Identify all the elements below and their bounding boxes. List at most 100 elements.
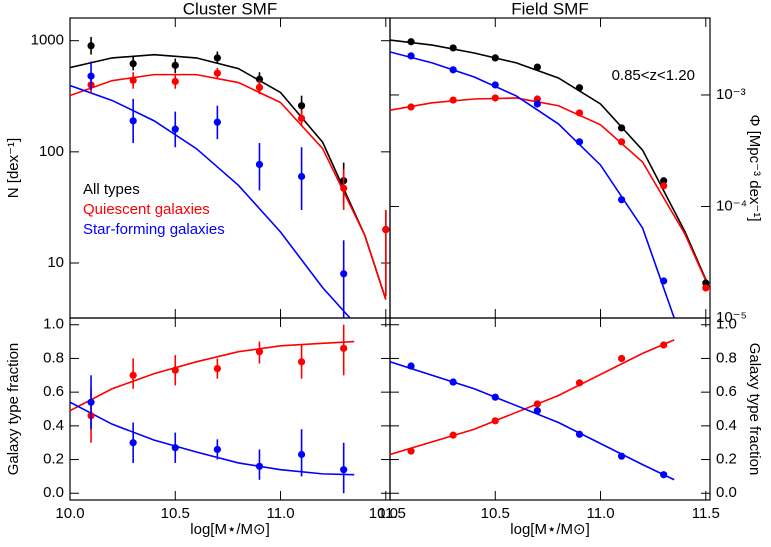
fit-curve [70, 73, 387, 300]
data-point [449, 66, 457, 74]
data-point [575, 84, 584, 92]
y-tick-label: 10⁻³ [716, 86, 746, 103]
data-point [617, 452, 626, 460]
plot-area [70, 324, 355, 494]
data-point [407, 447, 415, 455]
data-point [129, 439, 137, 447]
data-point [491, 393, 499, 401]
data-point [213, 54, 221, 62]
data-point [491, 54, 499, 62]
data-point [491, 81, 499, 89]
data-point [171, 444, 179, 452]
data-point [171, 125, 179, 133]
y-tick-label: 0.6 [716, 383, 737, 400]
data-point [213, 364, 221, 373]
y-tick-label: 0.4 [716, 417, 737, 434]
panel-title: Field SMF [511, 0, 588, 18]
annotation: 0.85<z<1.20 [612, 67, 695, 84]
data-point [660, 177, 668, 185]
data-point [491, 417, 499, 425]
data-point [575, 379, 584, 387]
y-tick-label: 0.4 [43, 417, 64, 434]
fit-curve [70, 53, 387, 300]
y-axis-label: Galaxy type fraction [5, 343, 22, 476]
x-tick-label: 11.0 [586, 505, 614, 522]
data-point [407, 362, 415, 370]
data-point [617, 124, 626, 132]
x-tick-label: 10.0 [369, 505, 398, 522]
data-point [382, 225, 390, 234]
data-point [407, 52, 415, 60]
panel-frame [389, 17, 711, 319]
data-point [533, 63, 541, 71]
y-tick-label: 0.2 [43, 451, 64, 468]
data-point [340, 344, 348, 352]
y-axis-label: N [dex⁻¹] [5, 138, 22, 198]
x-tick-label: 11.5 [692, 505, 720, 522]
panel-frame [389, 317, 711, 501]
x-tick-label: 10.5 [161, 505, 190, 522]
data-point [255, 75, 264, 83]
data-point [617, 138, 626, 146]
data-point [255, 83, 264, 91]
data-point [575, 138, 584, 146]
data-point [87, 398, 95, 406]
data-point [129, 76, 137, 84]
data-point [297, 114, 306, 122]
legend-entry: Quiescent galaxies [83, 201, 210, 218]
y-tick-label: 0.0 [43, 484, 64, 501]
y-tick-label: 1000 [31, 32, 64, 49]
data-point [449, 96, 457, 104]
data-point [617, 196, 626, 204]
y-tick-label: 1.0 [716, 316, 737, 333]
fit-curve [390, 339, 675, 456]
data-point [449, 431, 457, 439]
data-point [340, 466, 348, 474]
data-point [213, 445, 221, 454]
y-tick-label: 0.2 [716, 451, 737, 468]
data-point [340, 270, 348, 278]
data-point [575, 430, 584, 438]
x-tick-label: 10.5 [481, 505, 510, 522]
data-point [255, 462, 264, 470]
fit-curve [390, 39, 710, 292]
y-tick-label: 0.8 [716, 349, 737, 366]
data-point [255, 348, 264, 356]
data-point [491, 94, 499, 102]
legend-entry: Star-forming galaxies [83, 221, 225, 238]
data-point [297, 102, 306, 110]
fit-curve [70, 84, 351, 318]
data-point [171, 77, 179, 86]
y-axis-label: Galaxy type fraction [746, 343, 763, 476]
x-axis-label: log[M⋆/M⊙] [510, 521, 589, 538]
fit-curve [390, 361, 675, 481]
fit-curve [70, 401, 355, 476]
data-point [660, 182, 668, 190]
data-point [533, 400, 541, 408]
data-point [171, 61, 179, 69]
data-point [449, 378, 457, 386]
y-tick-label: 0.0 [716, 484, 737, 501]
data-point [660, 471, 668, 479]
plot-area [390, 38, 710, 318]
data-point [617, 354, 626, 363]
y-tick-label: 100 [39, 143, 64, 160]
data-point [702, 279, 710, 287]
data-point [533, 100, 541, 108]
fit-curve [390, 97, 710, 292]
data-point [129, 117, 137, 125]
x-tick-label: 10.0 [55, 505, 84, 522]
data-point [129, 60, 137, 68]
data-point [297, 172, 306, 181]
legend-entry: All types [83, 181, 140, 198]
data-point [171, 366, 179, 374]
data-point [213, 69, 221, 77]
y-tick-label: 0.8 [43, 349, 64, 366]
data-point [449, 44, 457, 52]
data-point [129, 371, 137, 379]
x-axis-label: log[M⋆/M⊙] [190, 521, 269, 538]
x-tick-label: 11.5 [378, 505, 406, 522]
x-tick-label: 11.0 [266, 505, 294, 522]
plot-area [390, 339, 675, 481]
